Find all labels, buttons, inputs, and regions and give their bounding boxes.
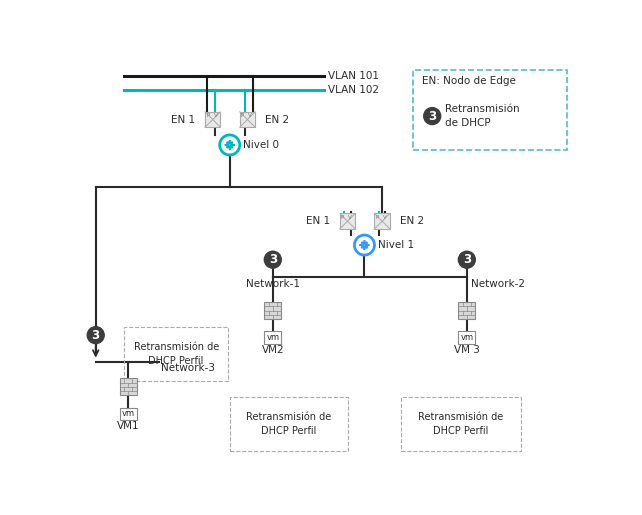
Text: 3: 3 bbox=[92, 329, 100, 341]
Text: V: V bbox=[248, 113, 252, 118]
Text: Retransmisión de
DHCP Perfil: Retransmisión de DHCP Perfil bbox=[419, 411, 504, 436]
Text: V: V bbox=[348, 215, 352, 219]
Bar bbox=[374, 214, 390, 229]
Text: 3: 3 bbox=[269, 253, 277, 266]
Text: vm: vm bbox=[266, 333, 279, 342]
Bar bbox=[230, 397, 347, 451]
Text: Retransmisión
de DHCP: Retransmisión de DHCP bbox=[446, 105, 520, 128]
Text: P: P bbox=[206, 113, 209, 118]
Text: Retransmisión de
DHCP Perfil: Retransmisión de DHCP Perfil bbox=[246, 411, 331, 436]
Text: EN 2: EN 2 bbox=[400, 216, 424, 226]
Bar bbox=[205, 112, 220, 127]
Bar bbox=[401, 397, 521, 451]
Text: EN 2: EN 2 bbox=[265, 114, 290, 125]
Text: P: P bbox=[241, 113, 244, 118]
Bar bbox=[458, 331, 475, 344]
Text: Nivel 0: Nivel 0 bbox=[243, 140, 279, 150]
Text: V: V bbox=[383, 215, 386, 219]
Text: P: P bbox=[376, 215, 379, 219]
Text: EN 1: EN 1 bbox=[306, 216, 330, 226]
Text: EN: Nodo de Edge: EN: Nodo de Edge bbox=[422, 76, 516, 85]
Bar bbox=[413, 70, 567, 150]
Text: 3: 3 bbox=[428, 110, 437, 123]
Text: VLAN 101: VLAN 101 bbox=[328, 71, 379, 81]
Text: V: V bbox=[214, 113, 217, 118]
Text: 3: 3 bbox=[463, 253, 471, 266]
Circle shape bbox=[87, 327, 104, 344]
Text: vm: vm bbox=[121, 409, 135, 418]
Bar bbox=[458, 302, 475, 319]
Text: EN 1: EN 1 bbox=[171, 114, 195, 125]
Circle shape bbox=[458, 251, 475, 268]
Bar bbox=[119, 379, 137, 395]
Circle shape bbox=[265, 251, 281, 268]
Circle shape bbox=[424, 108, 440, 125]
Text: Network-3: Network-3 bbox=[161, 363, 215, 373]
Text: VM2: VM2 bbox=[261, 345, 284, 355]
Bar bbox=[239, 112, 255, 127]
Bar bbox=[340, 214, 355, 229]
Text: VM 3: VM 3 bbox=[454, 345, 480, 355]
Bar bbox=[119, 407, 137, 420]
Text: P: P bbox=[341, 215, 344, 219]
Bar bbox=[124, 328, 228, 381]
Text: VLAN 102: VLAN 102 bbox=[328, 84, 379, 95]
Bar bbox=[265, 331, 281, 344]
Text: Network-1: Network-1 bbox=[246, 279, 300, 289]
Text: Retransmisión de
DHCP Perfil: Retransmisión de DHCP Perfil bbox=[134, 342, 219, 366]
Text: Nivel 1: Nivel 1 bbox=[377, 240, 413, 250]
Bar bbox=[265, 302, 281, 319]
Text: VM1: VM1 bbox=[117, 421, 139, 432]
Text: vm: vm bbox=[460, 333, 473, 342]
Text: Network-2: Network-2 bbox=[471, 279, 525, 289]
